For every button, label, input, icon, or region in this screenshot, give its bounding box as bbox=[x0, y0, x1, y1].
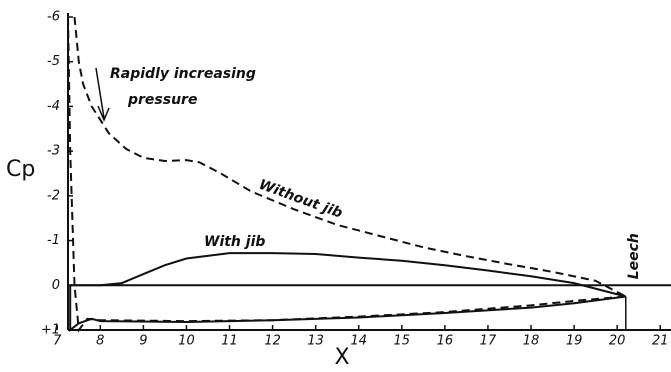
curve-lower bbox=[67, 16, 626, 333]
x-tick-label: 14 bbox=[350, 334, 367, 349]
x-tick-label: 8 bbox=[96, 334, 104, 349]
x-tick-label: 17 bbox=[480, 334, 497, 349]
x-tick-label: 16 bbox=[437, 334, 454, 349]
arrow bbox=[95, 67, 110, 122]
curve-upper bbox=[70, 252, 627, 298]
y-axis-label: Cp bbox=[6, 157, 35, 182]
annotation: Leech bbox=[626, 233, 642, 279]
x-tick-label: 7 bbox=[53, 334, 62, 349]
x-tick-label: 20 bbox=[609, 334, 626, 349]
y-tick-label: -1 bbox=[47, 233, 60, 248]
annotation: Rapidly increasing bbox=[110, 66, 256, 82]
x-tick-label: 18 bbox=[523, 334, 540, 349]
series-label: With jib bbox=[204, 234, 265, 250]
x-tick-label: 13 bbox=[307, 334, 324, 349]
x-tick-label: 11 bbox=[221, 334, 238, 349]
x-tick-label: 10 bbox=[178, 334, 195, 349]
x-tick-label: 12 bbox=[264, 334, 281, 349]
y-tick-label: -2 bbox=[47, 188, 60, 203]
y-tick-label: -6 bbox=[47, 10, 60, 25]
y-tick-label: +1 bbox=[41, 323, 60, 338]
x-tick-label: 15 bbox=[394, 334, 411, 349]
y-tick-label: -4 bbox=[47, 99, 60, 114]
annotation: pressure bbox=[127, 92, 197, 108]
x-tick-label: 21 bbox=[652, 334, 669, 349]
y-tick-label: -3 bbox=[47, 144, 60, 159]
x-axis-label: X bbox=[334, 345, 349, 370]
curve-upper bbox=[73, 16, 627, 298]
y-tick-label: -5 bbox=[47, 54, 60, 69]
y-tick-label: 0 bbox=[52, 278, 60, 293]
curve-lower bbox=[69, 285, 626, 333]
x-tick-label: 19 bbox=[566, 334, 583, 349]
x-tick-label: 9 bbox=[139, 334, 147, 349]
